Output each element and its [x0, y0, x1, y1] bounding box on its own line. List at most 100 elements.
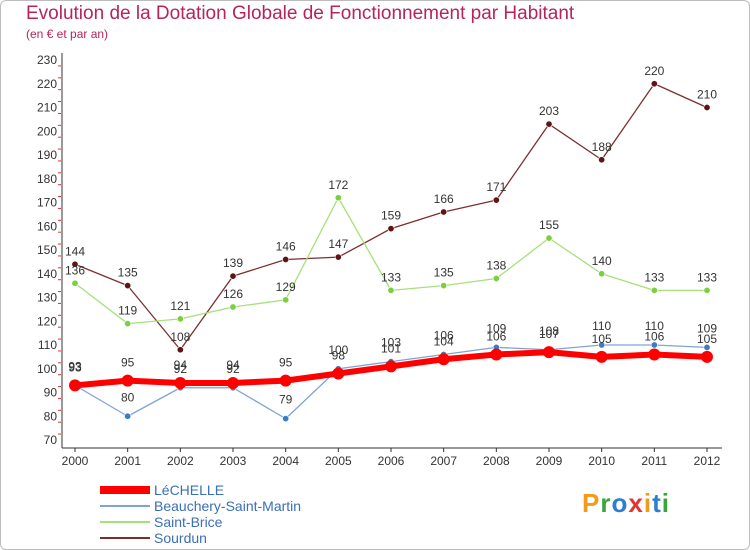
data-label: 144	[65, 244, 85, 258]
y-tick-label: 80	[44, 409, 58, 423]
data-label: 94	[174, 358, 188, 372]
data-point	[124, 320, 132, 328]
y-tick-label: 120	[37, 314, 57, 328]
data-label: 98	[332, 349, 346, 363]
data-label: 203	[539, 104, 559, 118]
logo-letter: i	[661, 488, 670, 518]
data-point	[227, 377, 239, 389]
logo-letter: t	[652, 488, 662, 518]
data-point	[176, 315, 184, 323]
data-label: 95	[121, 356, 135, 370]
data-label: 107	[539, 327, 559, 341]
x-tick-label: 2011	[641, 454, 667, 468]
legend-swatch	[100, 537, 150, 539]
logo-letter: x	[628, 488, 644, 518]
data-label: 109	[697, 321, 717, 335]
data-point	[545, 234, 553, 242]
data-label: 105	[697, 332, 717, 346]
data-label: 139	[223, 256, 243, 270]
data-point	[440, 208, 448, 216]
data-point	[703, 286, 711, 294]
data-label: 92	[174, 362, 188, 376]
data-label: 126	[223, 287, 243, 301]
x-tick-label: 2000	[62, 454, 89, 468]
data-label: 92	[226, 362, 240, 376]
data-label: 108	[170, 330, 190, 344]
data-label: 147	[328, 237, 348, 251]
data-label: 172	[328, 178, 348, 192]
logo-letter: o	[611, 488, 629, 518]
data-point	[71, 260, 79, 268]
logo-letter: i	[643, 488, 653, 518]
data-point	[124, 282, 132, 290]
legend-label: Beauchery-Saint-Martin	[154, 498, 302, 514]
data-label: 155	[539, 218, 559, 232]
data-point	[598, 156, 606, 164]
x-tick-label: 2007	[430, 454, 457, 468]
data-label: 133	[381, 270, 401, 284]
data-label: 93	[68, 359, 82, 373]
data-label: 110	[645, 319, 664, 333]
data-label: 129	[276, 280, 296, 294]
data-point	[598, 341, 606, 349]
data-point	[490, 348, 503, 361]
logo-letter: r	[600, 488, 612, 518]
y-tick-label: 200	[37, 124, 57, 138]
data-label: 146	[276, 240, 296, 254]
data-point	[282, 415, 290, 423]
data-label: 166	[434, 192, 454, 206]
data-point	[279, 374, 292, 387]
data-point	[703, 104, 711, 112]
data-point	[701, 350, 713, 363]
chart-subtitle: (en € et par an)	[26, 27, 109, 41]
x-tick-label: 2012	[694, 454, 721, 468]
x-tick-label: 2010	[588, 454, 615, 468]
data-label: 109	[486, 321, 506, 335]
data-point	[174, 377, 187, 389]
data-label: 138	[486, 259, 506, 273]
x-tick-label: 2009	[536, 454, 563, 468]
legend-swatch	[100, 505, 150, 507]
data-label: 100	[328, 343, 348, 357]
data-point	[387, 286, 395, 294]
data-point	[332, 367, 345, 380]
data-label: 136	[65, 263, 85, 277]
data-point	[282, 255, 290, 263]
data-point	[385, 360, 397, 373]
data-point	[650, 80, 658, 88]
y-tick-label: 100	[37, 362, 57, 376]
legend-label: LéCHELLE	[154, 482, 225, 498]
y-tick-label: 160	[37, 219, 57, 233]
legend-label: Sourdun	[154, 530, 207, 546]
y-tick-label: 190	[37, 148, 57, 162]
data-point	[69, 379, 81, 392]
data-label: 80	[121, 390, 135, 404]
data-label: 101	[381, 341, 401, 355]
data-label: 119	[118, 304, 137, 318]
data-point	[71, 279, 79, 287]
y-tick-label: 90	[44, 386, 58, 400]
data-label: 210	[697, 88, 717, 102]
legend-swatch	[100, 521, 150, 523]
data-point	[650, 286, 658, 294]
data-label: 133	[697, 270, 717, 284]
data-point	[440, 282, 448, 290]
data-point	[121, 374, 134, 387]
data-label: 220	[644, 64, 664, 78]
data-label: 171	[486, 180, 506, 194]
y-tick-label: 230	[37, 53, 57, 67]
legend-label: Saint-Brice	[154, 514, 223, 530]
data-point	[598, 270, 606, 278]
y-tick-label: 150	[37, 243, 57, 257]
data-label: 104	[434, 334, 454, 348]
y-tick-label: 170	[37, 196, 57, 210]
data-point	[229, 272, 237, 280]
x-tick-label: 2002	[167, 454, 194, 468]
chart-title: Evolution de la Dotation Globale de Fonc…	[26, 3, 575, 24]
data-point	[334, 194, 342, 202]
data-point	[650, 341, 658, 349]
data-label: 135	[118, 266, 138, 280]
data-point	[282, 296, 290, 304]
